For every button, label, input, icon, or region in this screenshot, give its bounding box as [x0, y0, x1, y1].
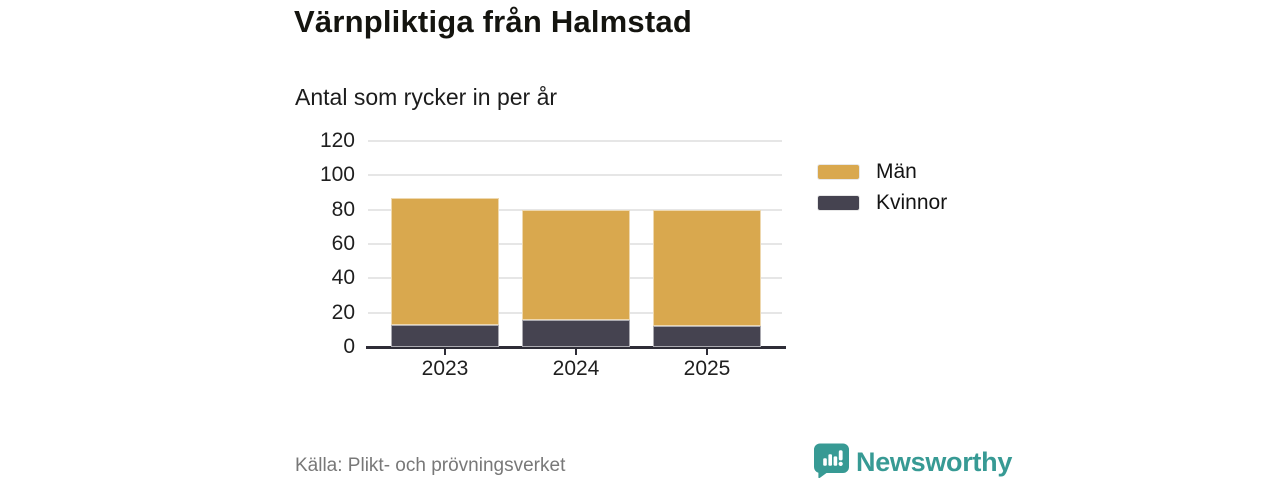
y-tick-label-20: 20: [331, 300, 355, 324]
y-tick-label-120: 120: [319, 129, 355, 152]
gridline-80: [368, 208, 782, 211]
legend-swatch-kvinnor: [818, 196, 859, 210]
gridline-120: [368, 140, 782, 142]
bar-segment-kvinnor-2025: [653, 326, 761, 347]
chart-title: Värnpliktiga från Halmstad: [294, 4, 692, 39]
gridline-100: [368, 174, 782, 177]
legend-item-män: Män: [818, 160, 947, 183]
x-tick-label-2024: 2024: [552, 357, 600, 380]
y-axis-labels: 0 20 40 60 80 100 120: [280, 129, 355, 358]
legend-label-män: Män: [876, 160, 917, 183]
bar-segment-kvinnor-2024: [522, 319, 630, 347]
chart-subtitle: Antal som rycker in per år: [295, 84, 558, 110]
legend-swatch-män: [818, 165, 859, 179]
y-tick-label-80: 80: [331, 197, 355, 221]
bar-segment-män-2023: [391, 197, 499, 325]
x-tick-2023: [444, 347, 446, 355]
legend-item-kvinnor: Kvinnor: [818, 191, 948, 214]
bar-segment-män-2024: [522, 209, 630, 320]
newsworthy-icon: [814, 441, 851, 480]
newsworthy-logo[interactable]: Newsworthy: [814, 441, 1012, 480]
legend-label-kvinnor: Kvinnor: [876, 191, 948, 214]
y-tick-label-40: 40: [331, 266, 355, 290]
legend: Män Kvinnor: [818, 160, 948, 223]
source-text: Källa: Plikt- och prövningsverket: [295, 455, 566, 476]
y-tick-label-60: 60: [331, 232, 355, 255]
newsworthy-wordmark: Newsworthy: [856, 446, 1013, 477]
x-tick-label-2025: 2025: [683, 357, 731, 380]
x-axis-labels: 2023 2024 2025: [368, 357, 782, 385]
x-tick-2024: [575, 347, 577, 355]
y-tick-label-100: 100: [319, 163, 355, 187]
y-tick-label-0: 0: [343, 335, 355, 358]
x-tick-2025: [706, 347, 708, 355]
bar-segment-män-2025: [653, 209, 761, 327]
plot-area: [366, 140, 786, 355]
x-tick-label-2023: 2023: [421, 357, 469, 380]
bar-segment-kvinnor-2023: [391, 324, 499, 347]
